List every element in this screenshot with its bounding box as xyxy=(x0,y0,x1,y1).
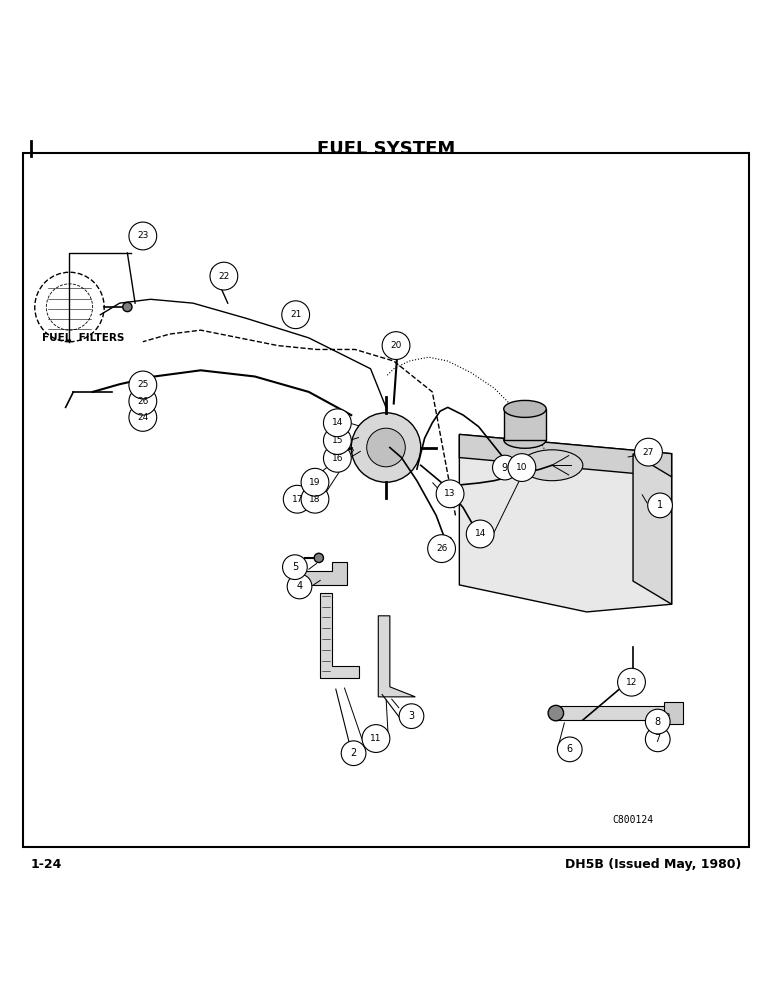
Circle shape xyxy=(362,725,390,752)
Text: 16: 16 xyxy=(332,454,343,463)
Circle shape xyxy=(323,409,351,437)
Text: 14: 14 xyxy=(475,529,486,538)
Text: 12: 12 xyxy=(626,678,637,687)
Text: 20: 20 xyxy=(391,341,401,350)
Text: 1-24: 1-24 xyxy=(31,858,63,871)
Text: 26: 26 xyxy=(436,544,447,553)
Circle shape xyxy=(323,427,351,454)
Polygon shape xyxy=(633,454,672,604)
Text: 23: 23 xyxy=(137,231,148,240)
Circle shape xyxy=(123,302,132,312)
Text: DH5B (Issued May, 1980): DH5B (Issued May, 1980) xyxy=(565,858,741,871)
Text: 15: 15 xyxy=(332,436,343,445)
FancyBboxPatch shape xyxy=(503,409,547,440)
Text: 13: 13 xyxy=(445,489,455,498)
Circle shape xyxy=(399,704,424,729)
Circle shape xyxy=(283,555,307,580)
Circle shape xyxy=(389,343,401,356)
Text: C800124: C800124 xyxy=(612,815,654,825)
Circle shape xyxy=(493,455,517,480)
Circle shape xyxy=(428,535,455,563)
Polygon shape xyxy=(320,593,359,678)
Text: 11: 11 xyxy=(371,734,381,743)
Circle shape xyxy=(129,404,157,431)
Circle shape xyxy=(466,520,494,548)
Circle shape xyxy=(645,727,670,752)
Text: 9: 9 xyxy=(502,463,508,473)
Circle shape xyxy=(129,371,157,399)
Text: 14: 14 xyxy=(332,418,343,427)
Text: 24: 24 xyxy=(137,413,148,422)
Text: 19: 19 xyxy=(310,478,320,487)
Text: 17: 17 xyxy=(292,495,303,504)
Text: 7: 7 xyxy=(655,734,661,744)
Text: FUEL SYSTEM: FUEL SYSTEM xyxy=(317,140,455,158)
Circle shape xyxy=(548,705,564,721)
Text: 27: 27 xyxy=(643,448,654,457)
Text: 6: 6 xyxy=(567,744,573,754)
Circle shape xyxy=(314,553,323,563)
Circle shape xyxy=(341,741,366,766)
Circle shape xyxy=(287,574,312,599)
Text: 4: 4 xyxy=(296,581,303,591)
Text: 3: 3 xyxy=(408,711,415,721)
Circle shape xyxy=(618,668,645,696)
FancyBboxPatch shape xyxy=(556,706,668,720)
Circle shape xyxy=(301,485,329,513)
Text: 10: 10 xyxy=(516,463,527,472)
Circle shape xyxy=(508,454,536,481)
Text: 21: 21 xyxy=(290,310,301,319)
Polygon shape xyxy=(459,434,672,612)
Polygon shape xyxy=(459,434,672,477)
Circle shape xyxy=(367,428,405,467)
FancyBboxPatch shape xyxy=(664,702,683,724)
Ellipse shape xyxy=(503,431,546,448)
Text: 1: 1 xyxy=(657,500,663,510)
Ellipse shape xyxy=(521,450,583,481)
Circle shape xyxy=(301,468,329,496)
Circle shape xyxy=(282,301,310,329)
Text: 2: 2 xyxy=(350,748,357,758)
Circle shape xyxy=(382,332,410,359)
Polygon shape xyxy=(378,616,415,697)
Text: 22: 22 xyxy=(218,272,229,281)
Circle shape xyxy=(557,737,582,762)
Polygon shape xyxy=(301,562,347,585)
Text: 18: 18 xyxy=(310,495,320,504)
Circle shape xyxy=(210,262,238,290)
Text: 5: 5 xyxy=(292,562,298,572)
Text: 25: 25 xyxy=(137,380,148,389)
Circle shape xyxy=(323,444,351,472)
Ellipse shape xyxy=(503,400,546,417)
Circle shape xyxy=(635,438,662,466)
Circle shape xyxy=(351,413,421,482)
Circle shape xyxy=(283,485,311,513)
Circle shape xyxy=(129,387,157,415)
Text: 8: 8 xyxy=(655,717,661,727)
Circle shape xyxy=(648,493,672,518)
Text: FUEL  FILTERS: FUEL FILTERS xyxy=(42,333,125,343)
Circle shape xyxy=(436,480,464,508)
Circle shape xyxy=(645,709,670,734)
Circle shape xyxy=(129,222,157,250)
Text: 26: 26 xyxy=(137,397,148,406)
